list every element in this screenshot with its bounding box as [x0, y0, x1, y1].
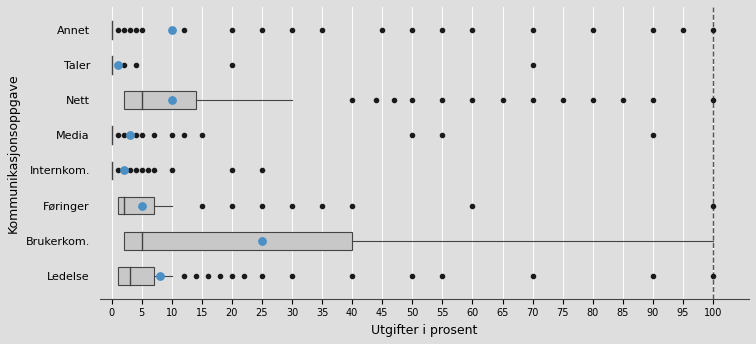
Point	[166, 168, 178, 173]
Point	[153, 273, 166, 279]
Point	[647, 27, 659, 33]
Point	[226, 62, 238, 68]
Point	[526, 273, 538, 279]
Point	[112, 62, 124, 68]
Point	[526, 62, 538, 68]
Point	[346, 203, 358, 208]
Point	[406, 97, 418, 103]
Point	[129, 27, 141, 33]
Point	[226, 273, 238, 279]
Point	[226, 203, 238, 208]
Point	[286, 273, 298, 279]
Point	[677, 27, 689, 33]
Point	[135, 27, 147, 33]
Point	[707, 203, 719, 208]
Point	[147, 168, 160, 173]
FancyBboxPatch shape	[118, 197, 153, 214]
Point	[436, 273, 448, 279]
Point	[256, 168, 268, 173]
Point	[238, 273, 250, 279]
Point	[707, 273, 719, 279]
Point	[556, 97, 569, 103]
Point	[112, 168, 124, 173]
Point	[196, 132, 208, 138]
Y-axis label: Kommunikasjonsoppgave: Kommunikasjonsoppgave	[7, 73, 20, 233]
Point	[124, 168, 136, 173]
Point	[256, 273, 268, 279]
FancyBboxPatch shape	[124, 232, 352, 249]
Point	[135, 132, 147, 138]
FancyBboxPatch shape	[118, 267, 153, 285]
Point	[647, 97, 659, 103]
Point	[166, 97, 178, 103]
Point	[526, 97, 538, 103]
Point	[436, 97, 448, 103]
Point	[178, 132, 190, 138]
Point	[587, 27, 599, 33]
Point	[617, 97, 629, 103]
Point	[112, 132, 124, 138]
Point	[526, 27, 538, 33]
Point	[178, 273, 190, 279]
Point	[466, 97, 479, 103]
Point	[124, 27, 136, 33]
Point	[226, 27, 238, 33]
Point	[436, 27, 448, 33]
Point	[346, 273, 358, 279]
Point	[118, 27, 130, 33]
Point	[707, 27, 719, 33]
Point	[389, 97, 401, 103]
Point	[286, 27, 298, 33]
Point	[406, 273, 418, 279]
Point	[178, 27, 190, 33]
Point	[129, 62, 141, 68]
Point	[587, 97, 599, 103]
Point	[316, 203, 328, 208]
Point	[147, 132, 160, 138]
Point	[202, 273, 214, 279]
Point	[466, 27, 479, 33]
Point	[166, 27, 178, 33]
Point	[647, 273, 659, 279]
FancyBboxPatch shape	[124, 91, 196, 109]
Point	[124, 132, 136, 138]
Point	[135, 203, 147, 208]
Point	[406, 27, 418, 33]
Point	[466, 203, 479, 208]
Point	[226, 168, 238, 173]
Point	[196, 203, 208, 208]
Point	[129, 168, 141, 173]
Point	[214, 273, 226, 279]
Point	[286, 203, 298, 208]
Point	[406, 132, 418, 138]
Point	[190, 273, 202, 279]
Point	[346, 97, 358, 103]
Point	[141, 168, 153, 173]
Point	[256, 238, 268, 244]
Point	[497, 97, 509, 103]
Point	[124, 132, 136, 138]
Point	[112, 27, 124, 33]
Point	[118, 62, 130, 68]
Point	[256, 203, 268, 208]
Point	[118, 168, 130, 173]
Point	[118, 168, 130, 173]
Point	[707, 97, 719, 103]
Point	[118, 132, 130, 138]
Point	[647, 132, 659, 138]
X-axis label: Utgifter i prosent: Utgifter i prosent	[371, 324, 478, 337]
Point	[436, 132, 448, 138]
Point	[370, 97, 383, 103]
Point	[316, 27, 328, 33]
Point	[256, 27, 268, 33]
Point	[129, 132, 141, 138]
Point	[166, 132, 178, 138]
Point	[376, 27, 389, 33]
Point	[135, 168, 147, 173]
